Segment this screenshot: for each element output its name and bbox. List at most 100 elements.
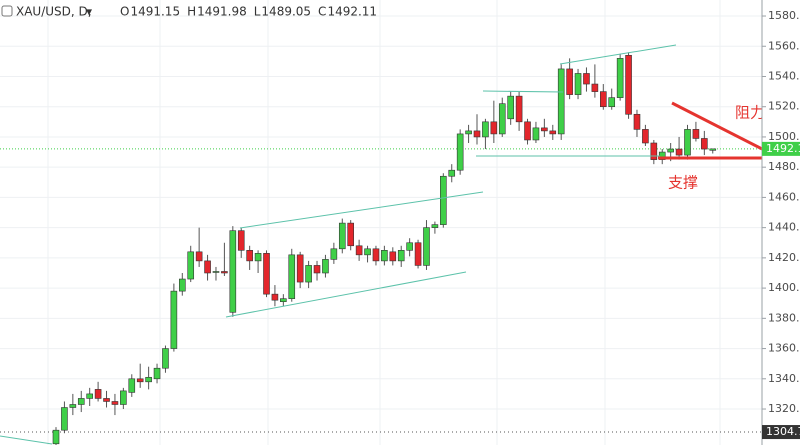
candle-body <box>195 251 203 262</box>
candle-body <box>440 175 447 225</box>
candle-body <box>397 250 405 262</box>
dropdown[interactable]: ▾ <box>86 5 92 19</box>
y-tick-label: 1420.00 <box>768 251 800 264</box>
candle-body <box>330 248 338 260</box>
candle-body <box>684 129 691 156</box>
y-tick-label: 1360.00 <box>768 342 800 355</box>
candle-body <box>237 230 245 251</box>
candle-body <box>229 230 237 313</box>
ohlc-key: L <box>254 5 261 19</box>
candle-body <box>465 130 472 135</box>
candle-body <box>136 378 144 383</box>
y-tick-label: 1460.00 <box>768 190 800 203</box>
candle-body <box>448 169 456 177</box>
candle-body <box>254 253 262 262</box>
candle-body <box>608 97 616 108</box>
y-tick-label: 1540.00 <box>768 69 800 82</box>
candle-body <box>355 245 363 256</box>
axis-labels: 1320.00 1340.00 1360.00 1380.00 1400.00 1420.… <box>762 9 800 440</box>
candle-body <box>650 142 658 160</box>
ohlc: O 1491.15 H 1491.98 L 1489.05 C 1492.11 <box>120 5 377 19</box>
marker-tag <box>762 425 800 440</box>
candle-body <box>162 348 169 369</box>
candle-body <box>566 68 573 95</box>
candle-body <box>675 148 683 156</box>
candle-body <box>313 265 321 274</box>
candle-body <box>305 265 312 283</box>
last-price-tag <box>762 141 800 156</box>
candle-body <box>541 127 548 132</box>
y-tick-label: 1320.00 <box>768 402 800 415</box>
candle-body <box>111 401 119 405</box>
symbol: XAU/USD, D, <box>16 5 92 19</box>
candle-body <box>473 130 481 138</box>
candle-body <box>599 91 607 108</box>
header: XAU/USD, D, ▾ O 1491.15 H 1491.98 L 1489.05 C 1… <box>1 5 377 19</box>
candle-body <box>431 224 439 228</box>
ohlc-value: 1491.15 <box>130 5 180 19</box>
candle-body <box>423 227 430 266</box>
candle-body <box>145 376 152 383</box>
candle-body <box>246 250 253 262</box>
candle-body <box>170 290 178 349</box>
candle-body <box>625 55 632 115</box>
candle-body <box>288 254 296 299</box>
symbol-icon[interactable] <box>1 5 13 17</box>
candle-body <box>414 242 422 266</box>
candle-body <box>381 250 388 262</box>
candle-body <box>667 148 674 153</box>
candle-body <box>709 148 717 151</box>
resistance-label: 阻力 <box>735 104 765 122</box>
candle-body <box>633 113 641 130</box>
candle-body <box>204 260 211 274</box>
candles <box>52 52 717 445</box>
candle-body <box>69 404 77 408</box>
candle-body <box>347 222 355 247</box>
y-tick-label: 1380.00 <box>768 311 800 324</box>
candle-body <box>52 429 60 445</box>
candle-body <box>179 278 186 292</box>
candle-body <box>372 248 380 262</box>
vertical-grid <box>47 0 721 445</box>
candle-body <box>338 222 346 250</box>
ohlc-value: 1492.11 <box>327 5 377 19</box>
y-tick-label: 1340.00 <box>768 372 800 385</box>
ohlc-key: H <box>187 5 196 19</box>
candle-body <box>77 398 85 405</box>
support-resistance <box>658 101 765 160</box>
candle-body <box>557 68 565 135</box>
support-label: 支撑 <box>668 174 698 192</box>
candle-body <box>212 271 220 273</box>
candle-body <box>364 248 371 256</box>
candle-body <box>549 130 557 135</box>
y-tick-label: 1440.00 <box>768 221 800 234</box>
candle-body <box>280 298 287 303</box>
candle-body <box>153 367 161 380</box>
y-tick-label: 1400.00 <box>768 281 800 294</box>
candle-body <box>692 129 700 139</box>
candle-body <box>86 393 93 399</box>
candle-body <box>221 271 228 274</box>
candle-body <box>120 390 127 405</box>
candle-body <box>490 121 498 135</box>
candle-body <box>271 293 279 301</box>
candle-body <box>583 73 590 85</box>
y-tick-label: 1580.00 <box>768 9 800 22</box>
candle-body <box>389 251 397 262</box>
y-tick-label: 1560.00 <box>768 39 800 52</box>
candle-body <box>701 138 708 150</box>
candle-body <box>456 133 464 171</box>
candle-body <box>642 129 649 144</box>
grid <box>0 15 762 433</box>
candle-body <box>296 254 304 283</box>
candle-body <box>574 73 582 95</box>
candle-body <box>482 121 489 138</box>
candle-body <box>322 259 329 274</box>
candle-body <box>263 253 270 295</box>
y-tick-label: 1500.00 <box>768 130 800 143</box>
candle-body <box>524 121 531 141</box>
price-axis <box>762 0 800 445</box>
marker-label: 1304.77 <box>766 425 800 438</box>
candle-body <box>498 103 506 135</box>
